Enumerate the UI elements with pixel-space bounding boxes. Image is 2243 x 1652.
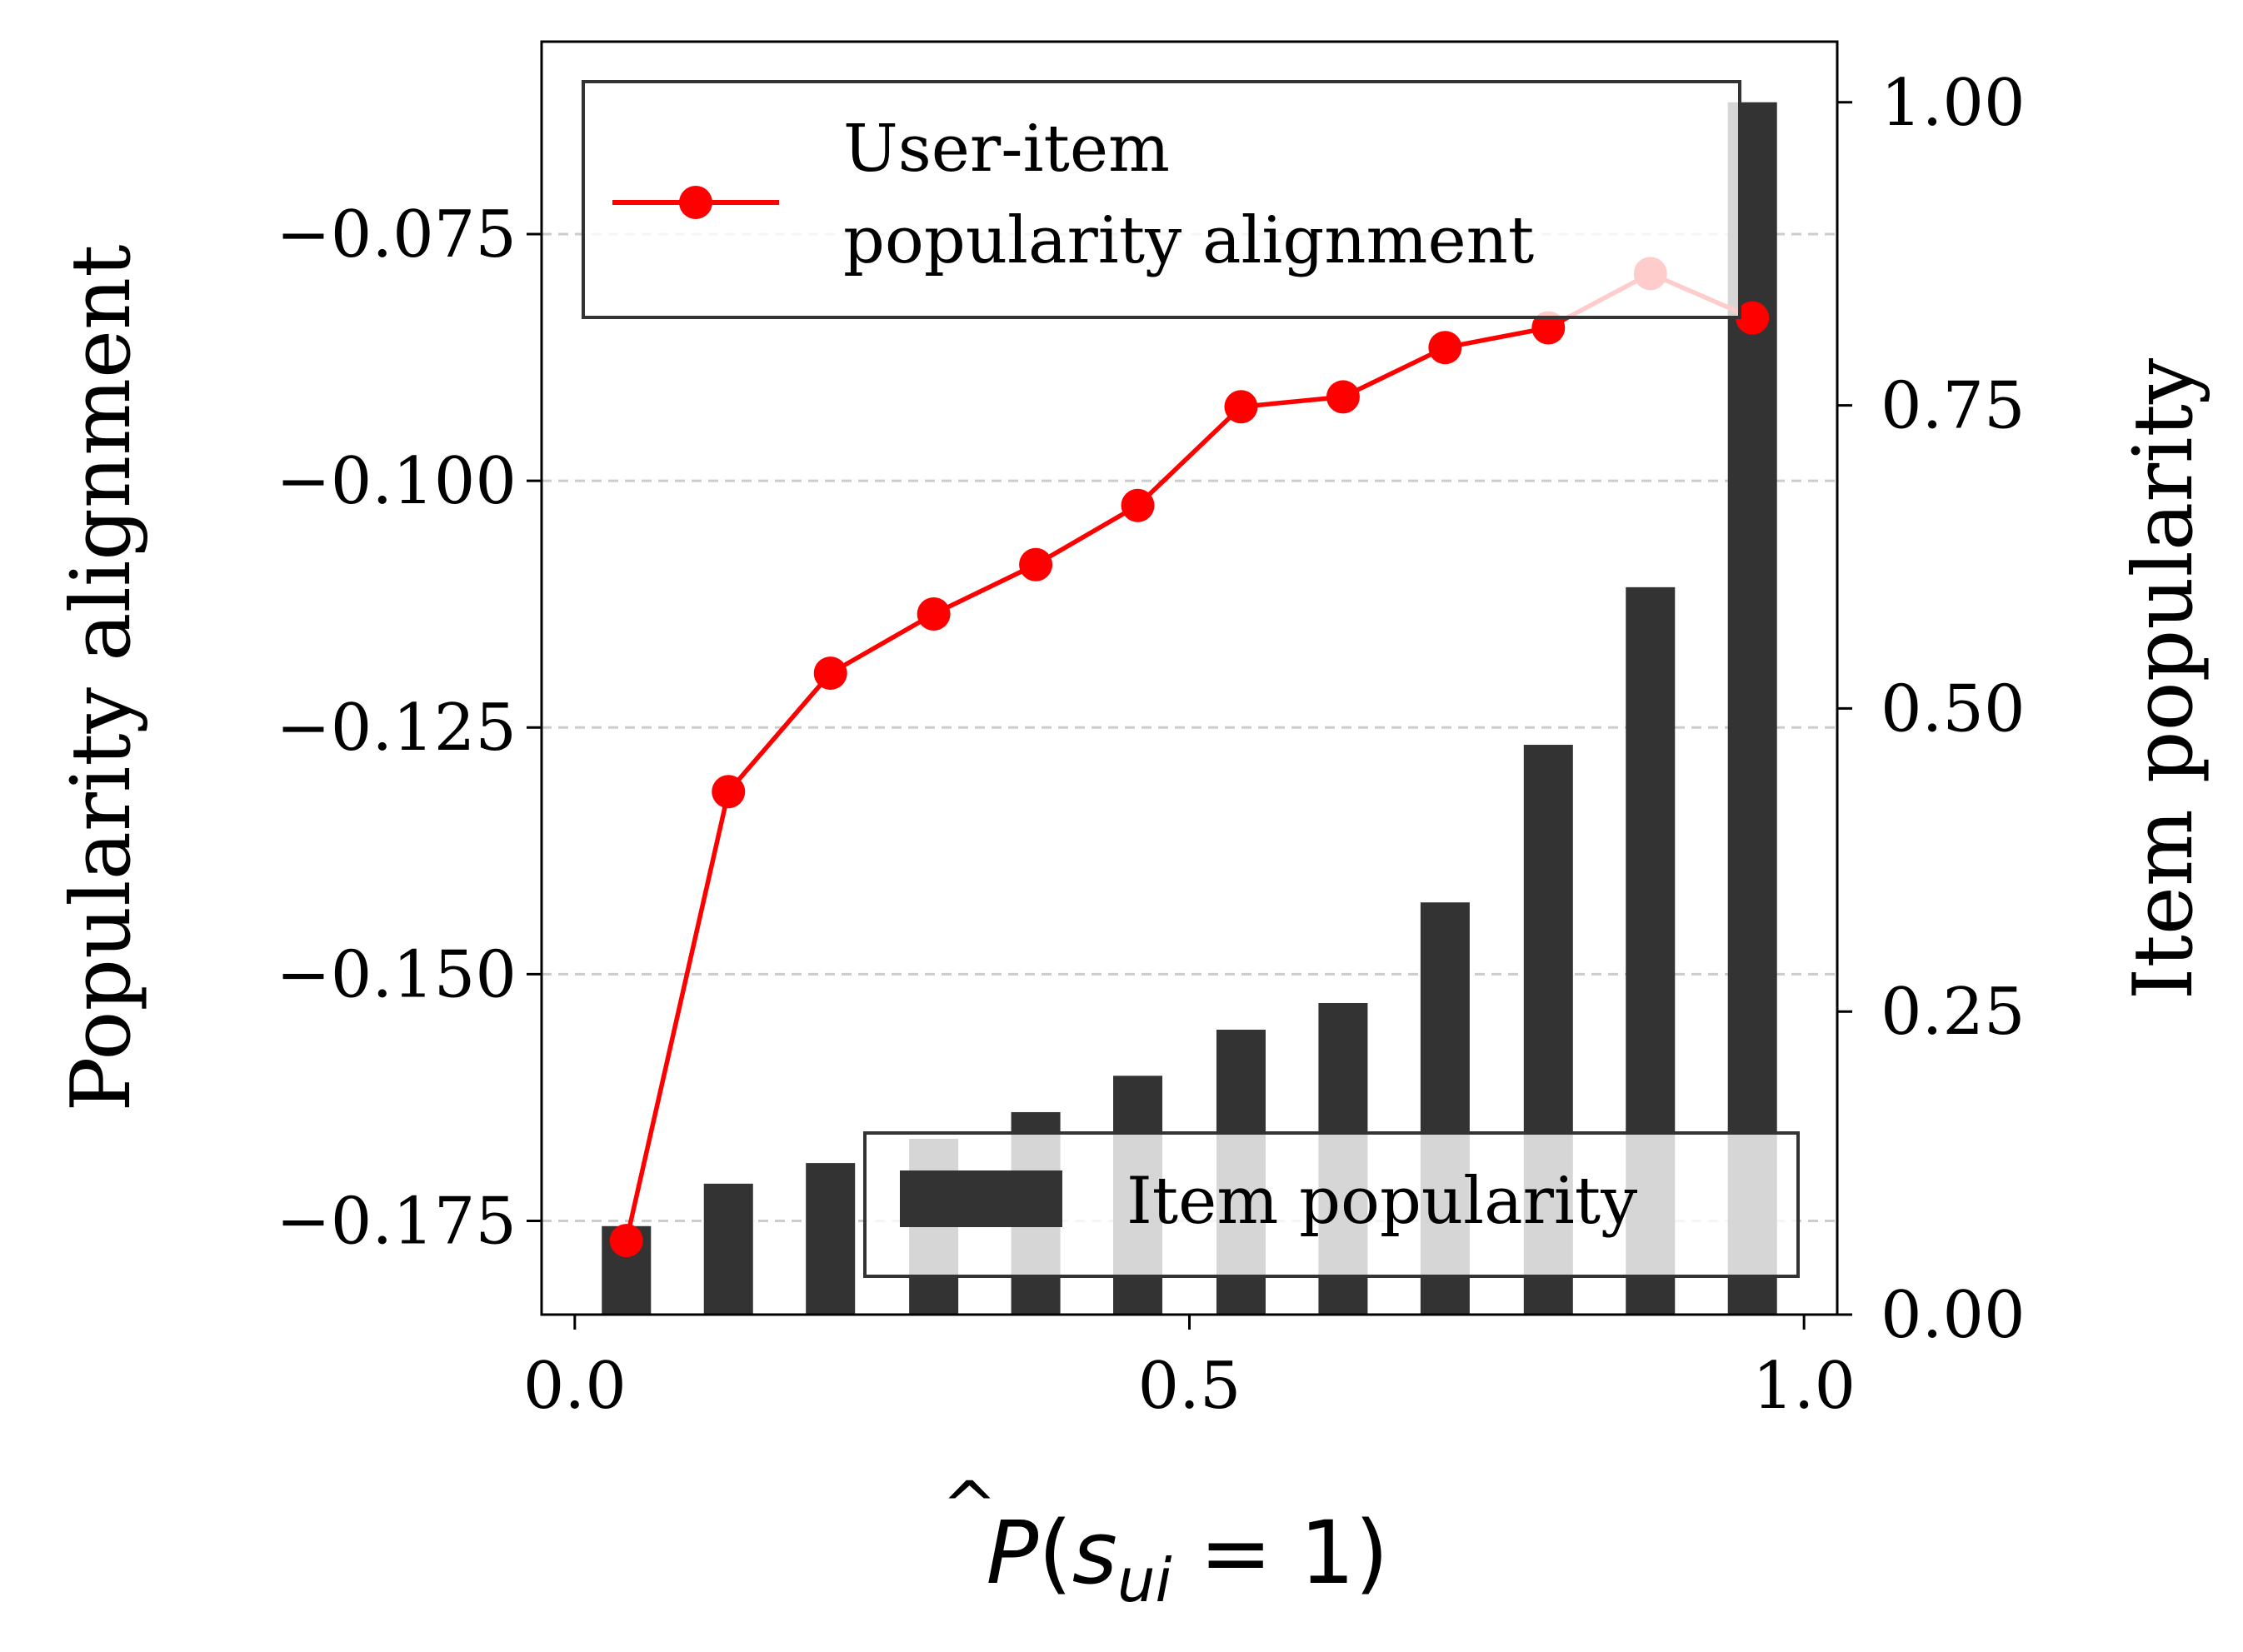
legend-line-label-line2: popularity alignment <box>843 203 1534 278</box>
left-y-axis: −0.175 −0.150 −0.125 −0.100 −0.075 <box>276 197 542 1259</box>
line-point-user-item-popularity-alignment <box>1019 547 1053 581</box>
x-axis-label-open: ( <box>1038 1502 1072 1604</box>
x-axis-label: P(sui = 1) <box>986 1502 1388 1615</box>
bar-item-popularity <box>806 1163 856 1315</box>
x-tick-label: 0.5 <box>1137 1349 1241 1424</box>
left-tick-label: −0.075 <box>276 197 517 272</box>
legend-bar-swatch <box>900 1170 1062 1227</box>
line-point-user-item-popularity-alignment <box>609 1224 643 1258</box>
legend-line-label-line1: User-item <box>843 112 1170 187</box>
x-axis-label-var: s <box>1072 1502 1117 1604</box>
right-y-axis: 0.00 0.25 0.50 0.75 1.00 <box>1837 66 2026 1353</box>
y-axis-label-left: Popularity alignment <box>54 244 149 1111</box>
line-path-user-item-popularity-alignment <box>624 271 1754 1241</box>
legend-line: User-item popularity alignment <box>582 80 1741 319</box>
right-tick-label: 0.75 <box>1881 369 2026 444</box>
x-axis-label-main: P <box>986 1502 1038 1604</box>
x-axis: 0.0 0.5 1.0 <box>523 1315 1856 1424</box>
line-point-user-item-popularity-alignment <box>917 597 951 631</box>
left-tick-label: −0.100 <box>276 444 517 519</box>
right-tick-label: 0.00 <box>1881 1278 2026 1353</box>
legend-bar: Item popularity <box>863 1131 1800 1278</box>
left-tick-label: −0.150 <box>276 937 517 1012</box>
legend-line-marker <box>679 186 712 219</box>
line-point-user-item-popularity-alignment <box>1428 331 1462 365</box>
line-point-user-item-popularity-alignment <box>1224 390 1258 424</box>
line-point-user-item-popularity-alignment <box>1121 488 1155 522</box>
y-axis-label-right: Item popularity <box>2116 357 2211 1000</box>
line-point-user-item-popularity-alignment <box>1326 380 1360 414</box>
line-point-user-item-popularity-alignment <box>1531 311 1566 345</box>
legend-bar-label: Item popularity <box>1126 1164 1637 1239</box>
left-tick-label: −0.125 <box>276 691 517 766</box>
line-series-user-item-popularity-alignment <box>609 257 1770 1258</box>
legend-line-frame <box>582 80 1741 319</box>
line-point-user-item-popularity-alignment <box>1736 301 1770 335</box>
right-tick-label: 1.00 <box>1881 66 2026 141</box>
line-point-user-item-popularity-alignment <box>712 775 746 809</box>
bar-item-popularity <box>703 1183 753 1315</box>
x-tick-label: 1.0 <box>1752 1349 1856 1424</box>
x-tick-label: 0.0 <box>523 1349 627 1424</box>
x-axis-label-hat: ^ <box>942 1467 997 1545</box>
right-tick-label: 0.25 <box>1881 975 2026 1050</box>
left-tick-label: −0.175 <box>276 1184 517 1259</box>
x-axis-label-subscript: ui <box>1117 1545 1172 1615</box>
right-tick-label: 0.50 <box>1881 671 2026 746</box>
x-axis-label-rest: = 1) <box>1172 1502 1389 1604</box>
line-point-user-item-popularity-alignment <box>813 656 847 691</box>
